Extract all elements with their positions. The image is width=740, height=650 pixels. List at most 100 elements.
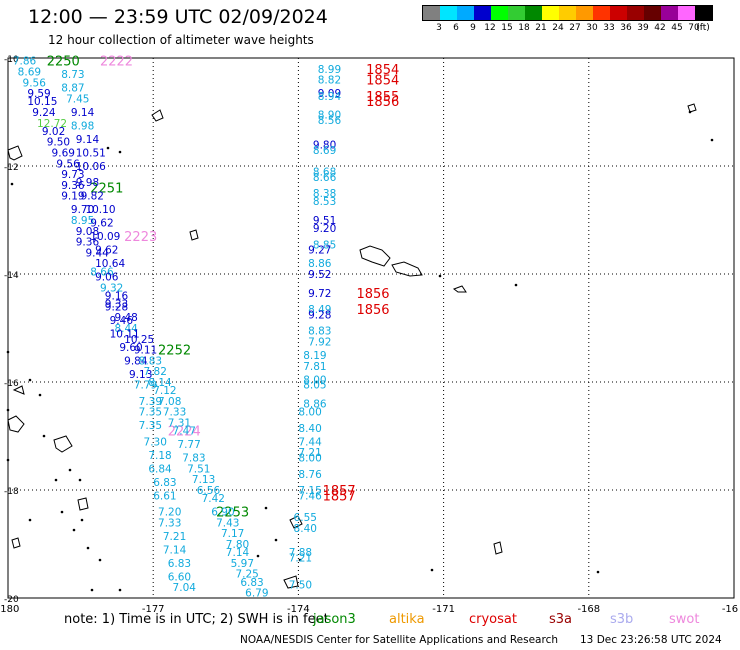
wave-height-value: 9.16 [105,291,129,303]
islet-dot [10,182,14,186]
legend-label: 30 [586,23,598,33]
wave-height-value: 9.84 [124,355,148,367]
island-shape [151,109,164,122]
wave-height-value: 7.33 [158,517,181,529]
legend-swatch [423,6,440,20]
wave-height-value: 9.20 [313,223,336,235]
wave-height-value: 10.11 [110,328,140,340]
island-shape [359,245,391,267]
wave-height-value: 8.86 [308,258,332,270]
pass-time-label: 1855 [366,90,399,105]
pass-time-label: 2222 [100,55,133,70]
wave-height-value: 8.38 [313,188,336,200]
lat-tick-label: -10 [4,55,19,65]
pass-time-label: 1856 [356,287,389,302]
islet-dot [98,558,102,562]
islet-dot [78,478,82,482]
legend-label: 36 [620,23,632,33]
lon-tick-label: -16 [722,604,738,615]
islet-dot [28,518,32,522]
islet-dot [86,546,90,550]
wave-height-value: 9.24 [32,107,56,119]
island-shape [11,537,21,549]
legend-swatch [559,6,576,20]
islet-dot [38,393,42,397]
island-shape [391,261,423,277]
wave-height-value: 10.15 [27,96,57,108]
footer-credit: NOAA/NESDIS Center for Satellite Applica… [240,634,558,646]
lon-tick-label: -168 [577,604,600,615]
legend-swatch [678,6,695,20]
wave-height-value: 7.20 [158,507,181,519]
wave-height-value: 7.33 [163,407,186,419]
wave-height-value: 7.79 [134,380,157,392]
wave-height-value: 10.25 [124,334,154,346]
legend-label: 21 [535,23,547,33]
islet-dot [80,518,84,522]
footer-note: note: 1) Time is in UTC; 2) SWH is in fe… [64,612,329,627]
wave-height-value: 9.98 [76,177,99,189]
legend-swatch [610,6,627,20]
wave-height-value: 8.99 [318,64,341,76]
wave-height-value: 9.46 [110,315,134,327]
wave-height-value: 7.21 [298,447,321,459]
wave-height-value: 9.82 [81,191,104,203]
page-subtitle: 12 hour collection of altimeter wave hei… [48,33,314,47]
island-shape [687,103,697,113]
wave-height-value: 7.44 [298,436,322,448]
wave-height-value: 9.62 [95,245,118,257]
wave-height-value: 7.46 [298,490,322,502]
island-shape [283,575,299,589]
island-shape [289,515,303,529]
islet-dot [274,538,278,542]
islet-dot [298,558,302,562]
legend-swatch [474,6,491,20]
wave-height-value: 9.80 [313,139,336,151]
wave-height-value: 8.40 [298,423,321,435]
legend-swatch [525,6,542,20]
wave-height-value: 9.44 [85,247,109,259]
island-shape [77,497,89,511]
islet-dot [106,146,110,150]
coastlines [7,103,697,589]
lon-tick-label: -174 [287,604,310,615]
wave-height-value: 6.83 [153,477,176,489]
wave-height-value: 9.36 [76,237,100,249]
island-shape [452,285,467,293]
wave-height-value: 9.28 [308,310,331,322]
wave-height-value: 6.55 [294,512,317,524]
wave-height-value: 7.35 [139,420,162,432]
footer-timestamp: 13 Dec 23:26:58 UTC 2024 [580,634,722,646]
islet-dot [54,478,58,482]
legend-label: 15 [501,23,513,33]
wave-height-value: 8.94 [318,91,342,103]
wave-height-value: 9.09 [318,88,341,100]
wave-height-value: 8.40 [294,523,317,535]
wave-height-value: 7.45 [66,94,89,106]
wave-height-value: 8.00 [303,374,326,386]
wave-height-value: 10.09 [90,231,120,243]
lat-tick-label: -16 [4,379,19,389]
wave-height-value: 6.79 [245,588,268,600]
islet-dot [710,138,714,142]
wave-height-value: 8.82 [318,75,341,87]
satellite-name-swot: swot [669,612,700,627]
wave-height-value: 7.17 [221,528,244,540]
wave-height-value: 9.14 [71,107,95,119]
island-shape [189,229,199,241]
wave-height-value: 8.66 [313,172,337,184]
legend-swatches [422,5,713,21]
islet-dot [430,568,434,572]
wave-height-value: 9.19 [61,191,84,203]
wave-height-value: 10.64 [95,258,125,270]
wave-height-value: 7.43 [216,517,239,529]
wave-height-value: 8.00 [298,407,321,419]
wave-height-value: 9.48 [114,312,137,324]
lat-tick-label: -20 [4,595,19,605]
wave-height-value: 7.39 [139,396,162,408]
wave-height-value: 10.06 [76,161,106,173]
wave-height-value: 8.68 [313,166,336,178]
wave-height-value: 7.81 [303,361,326,373]
legend-label: 12 [484,23,496,33]
